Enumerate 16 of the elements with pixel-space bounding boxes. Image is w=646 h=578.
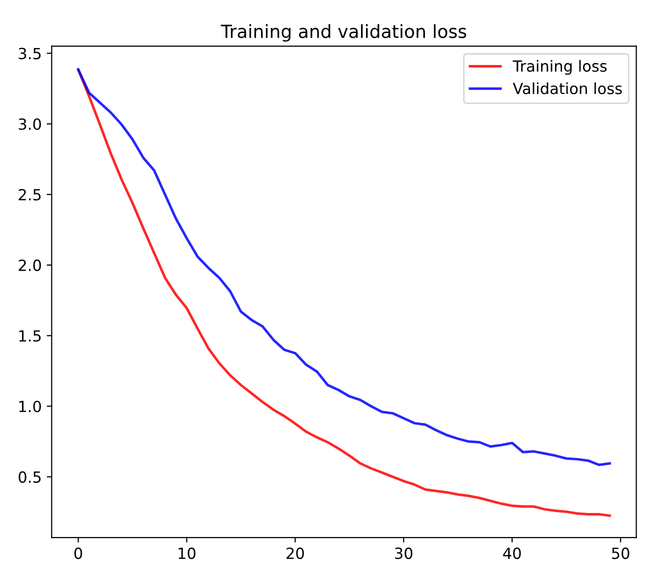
y-tick-label: 2.5 [18, 188, 41, 200]
y-tick-label: 1.0 [19, 400, 41, 412]
x-tick-label: 50 [612, 548, 630, 560]
legend-label: Training loss [512, 60, 607, 75]
y-tick-label: 3.0 [18, 118, 41, 130]
y-tick-label: 1.5 [19, 330, 41, 342]
x-tick-label: 40 [503, 548, 521, 560]
y-tick-label: 0.5 [18, 471, 41, 483]
x-tick-label: 0 [74, 548, 82, 560]
x-tick-label: 20 [286, 548, 304, 560]
x-tick-label: 10 [178, 548, 196, 560]
x-tick-label: 30 [395, 548, 412, 560]
legend-label: Validation loss [512, 82, 622, 94]
y-tick-label: 2.0 [18, 260, 41, 272]
y-tick-label: 3.5 [18, 48, 41, 60]
chart-title: Training and validation loss [220, 24, 466, 42]
